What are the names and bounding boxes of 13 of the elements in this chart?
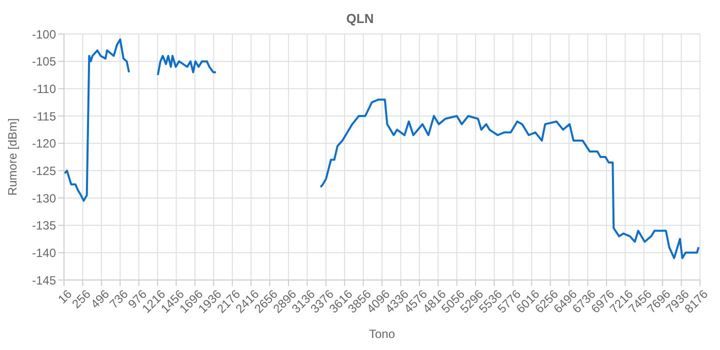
y-axis-title: Rumore [dBm] — [5, 118, 20, 196]
y-tick-label: -110 — [32, 82, 56, 96]
y-tick-label: -115 — [32, 109, 56, 124]
y-tick-label: -135 — [32, 218, 56, 233]
y-tick-label: -100 — [32, 27, 56, 42]
y-tick-label: -125 — [32, 164, 56, 178]
y-tick-label: -140 — [32, 246, 56, 260]
y-tick-label: -130 — [32, 191, 56, 206]
y-tick-label: -145 — [32, 273, 56, 288]
x-axis-title: Tono — [368, 327, 396, 341]
y-tick-label: -105 — [32, 54, 56, 69]
y-tick-label: -120 — [32, 136, 56, 151]
chart-title: QLN — [346, 11, 374, 26]
